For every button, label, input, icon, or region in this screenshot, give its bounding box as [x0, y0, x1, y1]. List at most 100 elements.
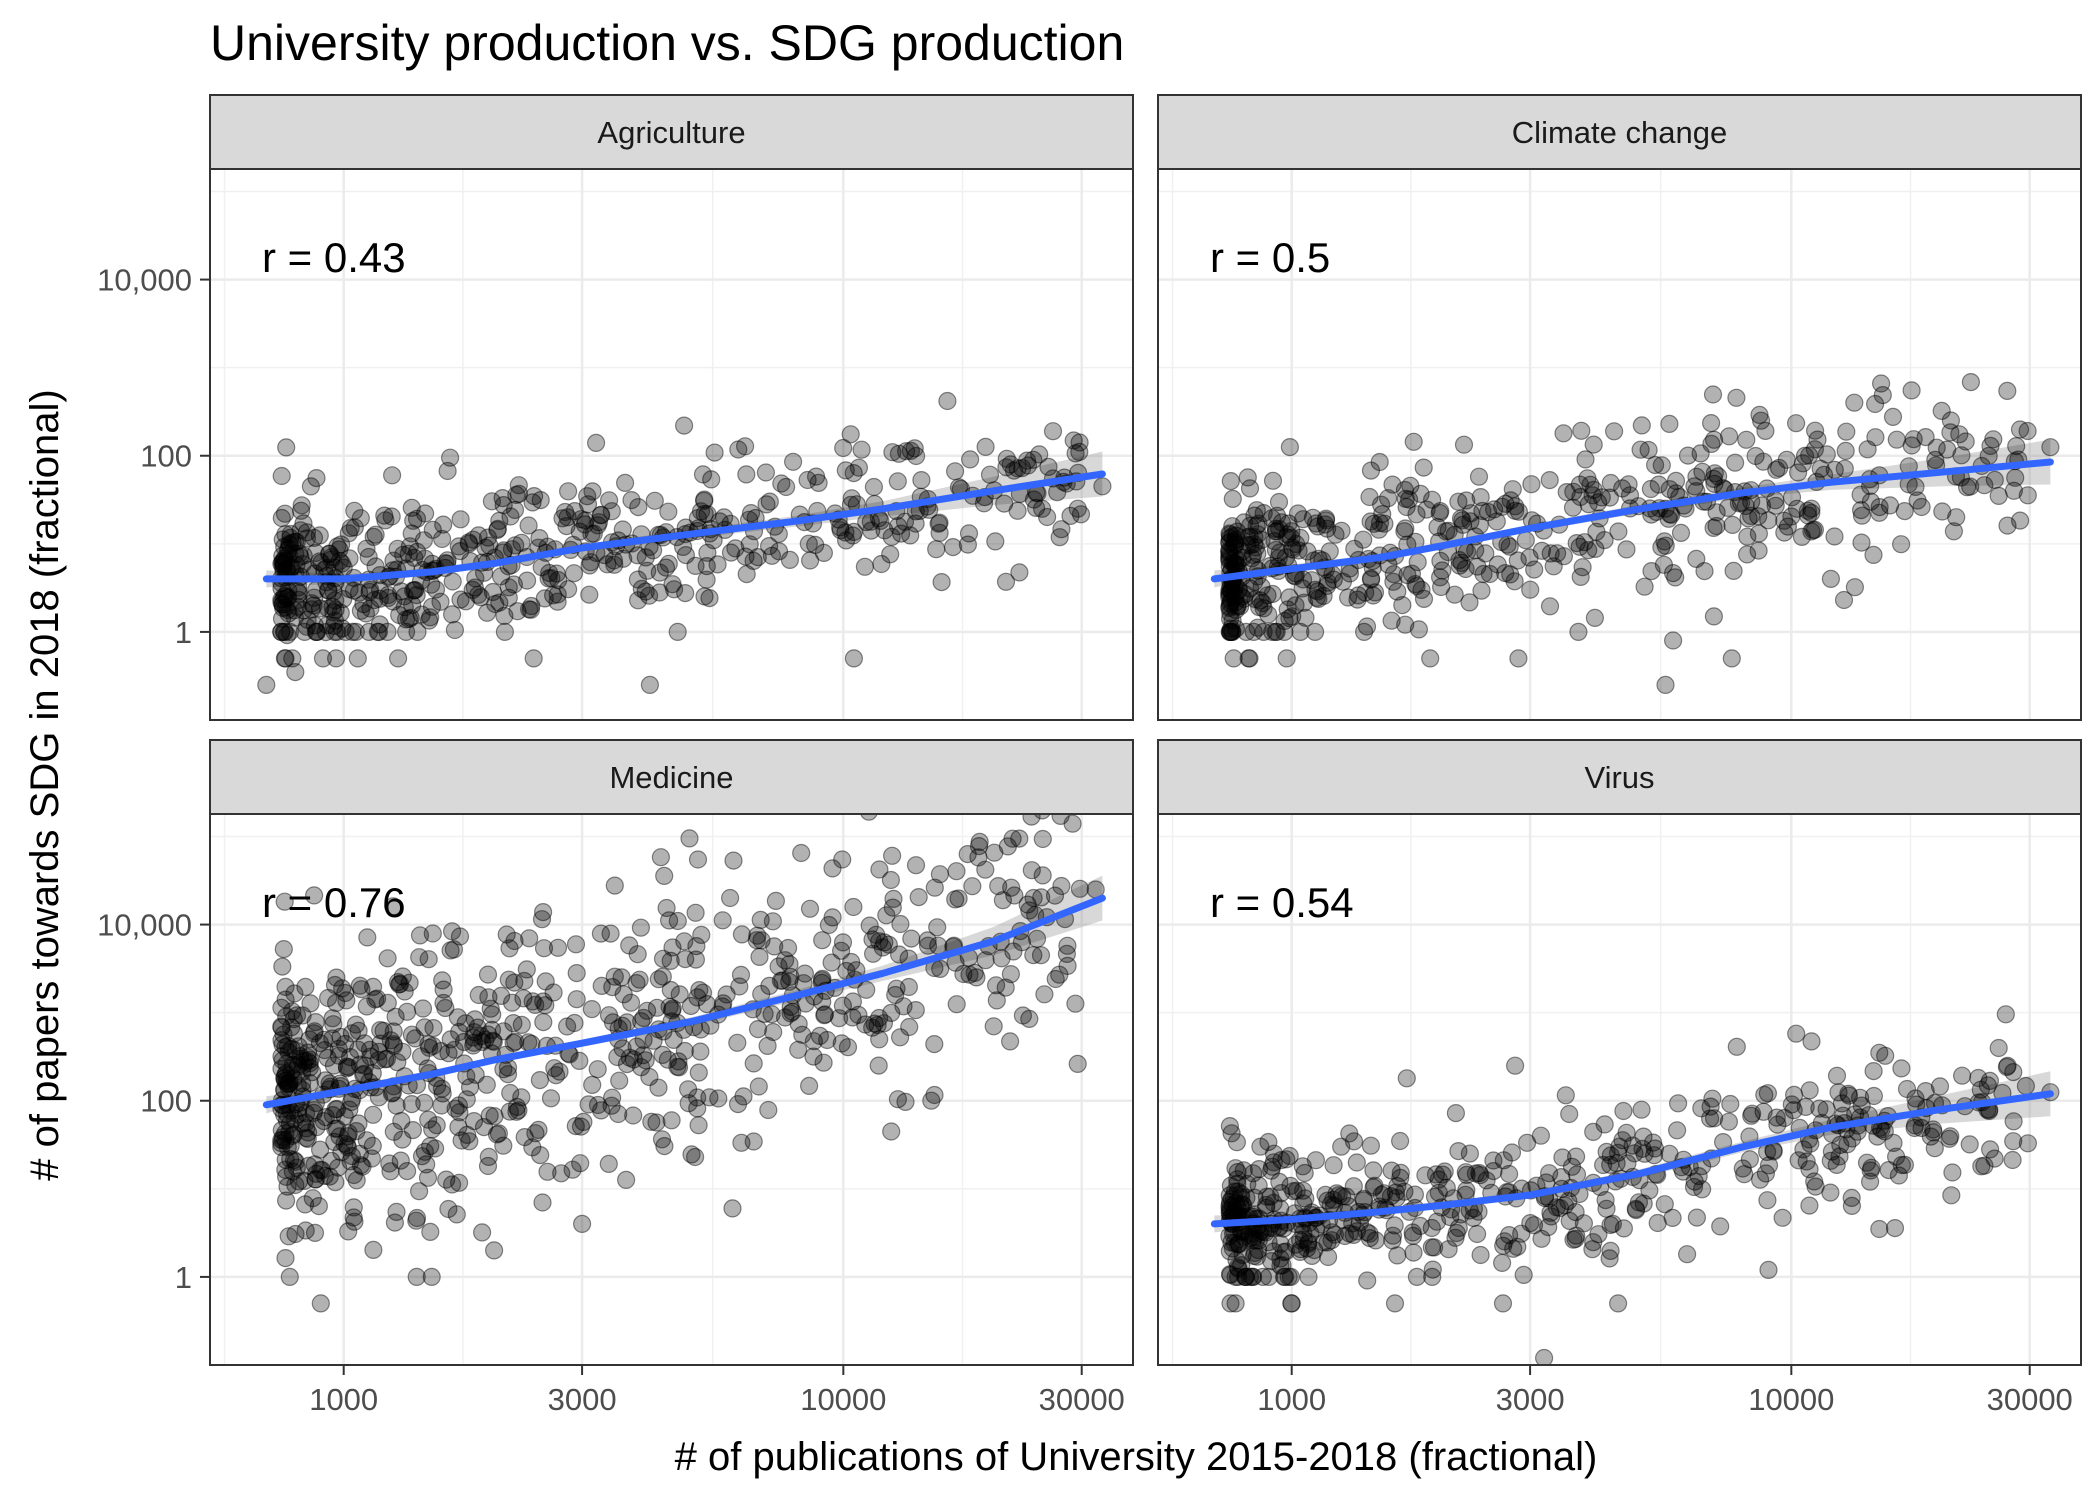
scatter-point — [505, 931, 524, 951]
scatter-point — [1017, 451, 1037, 470]
scatter-point — [1220, 588, 1239, 607]
scatter-point — [1264, 1242, 1283, 1261]
scatter-point — [645, 491, 664, 510]
scatter-point — [328, 537, 347, 556]
scatter-point — [1641, 479, 1661, 499]
scatter-point — [1923, 1120, 1943, 1139]
scatter-point — [273, 1035, 292, 1054]
scatter-point — [359, 547, 378, 567]
scatter-point — [670, 985, 689, 1004]
scatter-point — [874, 1014, 894, 1033]
scatter-point — [1782, 488, 1802, 507]
scatter-point — [1337, 1187, 1356, 1206]
scatter-point — [344, 1198, 363, 1217]
scatter-point — [833, 850, 852, 869]
scatter-point — [350, 583, 369, 602]
scatter-point — [306, 622, 325, 642]
scatter-point — [1318, 1191, 1337, 1210]
scatter-point — [1884, 1133, 1903, 1153]
scatter-point — [305, 1101, 324, 1120]
scatter-point — [1249, 1159, 1269, 1179]
scatter-point — [663, 938, 682, 957]
scatter-point — [1226, 526, 1246, 545]
scatter-point — [326, 1119, 345, 1138]
scatter-point — [1324, 1156, 1343, 1175]
scatter-point — [1264, 1193, 1283, 1213]
scatter-point — [1736, 496, 1755, 516]
panel-plot-area — [1210, 373, 2060, 695]
scatter-point — [326, 1100, 345, 1119]
panel-plot-area — [1210, 1005, 2060, 1365]
scatter-point — [653, 1045, 672, 1065]
scatter-point — [538, 1162, 557, 1181]
scatter-point — [1306, 1151, 1326, 1170]
scatter-point — [949, 889, 968, 908]
scatter-point — [476, 538, 495, 557]
scatter-point — [397, 610, 416, 629]
panel-border — [209, 168, 1134, 721]
scatter-point — [947, 862, 966, 881]
scatter-point — [283, 1055, 302, 1075]
scatter-point — [1282, 1294, 1301, 1313]
scatter-point — [1236, 1267, 1255, 1287]
scatter-point — [275, 549, 294, 568]
scatter-point — [1354, 1189, 1373, 1209]
facet-strip — [209, 739, 1134, 815]
scatter-point — [605, 876, 624, 895]
scatter-point — [2004, 1112, 2023, 1131]
scatter-point — [1579, 495, 1598, 514]
scatter-point — [1271, 1234, 1290, 1254]
scatter-point — [288, 1057, 308, 1076]
scatter-point — [1972, 1157, 1991, 1176]
scatter-point — [631, 1058, 651, 1077]
scatter-point — [522, 596, 541, 616]
scatter-point — [311, 1160, 330, 1180]
scatter-point — [1689, 1166, 1708, 1186]
scatter-point — [663, 999, 682, 1018]
scatter-point — [343, 622, 362, 642]
scatter-point — [1464, 1208, 1483, 1228]
scatter-point — [1383, 1226, 1403, 1245]
scatter-point — [1758, 1191, 1777, 1210]
scatter-point — [836, 461, 855, 480]
scatter-point — [1322, 1231, 1341, 1250]
scatter-point — [2041, 438, 2060, 457]
scatter-point — [976, 951, 995, 970]
scatter-point — [680, 829, 699, 848]
scatter-point — [1895, 1155, 1915, 1175]
scatter-point — [1266, 540, 1286, 560]
scatter-point — [888, 472, 907, 491]
scatter-point — [1220, 544, 1239, 563]
scatter-point — [416, 549, 435, 568]
scatter-point — [1267, 506, 1287, 525]
scatter-point — [1998, 516, 2017, 535]
scatter-point — [1026, 498, 1046, 517]
scatter-point — [1446, 1103, 1466, 1123]
scatter-point — [844, 897, 863, 917]
scatter-point — [783, 452, 803, 471]
scatter-point — [388, 972, 408, 992]
scatter-point — [1564, 1230, 1583, 1249]
scatter-point — [341, 518, 360, 538]
scatter-point — [280, 1122, 299, 1142]
scatter-point — [1940, 1129, 1959, 1148]
scatter-point — [630, 970, 649, 989]
scatter-point — [478, 965, 498, 984]
scatter-point — [1727, 1037, 1746, 1056]
scatter-point — [1010, 829, 1029, 848]
scatter-point — [1589, 1225, 1608, 1244]
scatter-point — [342, 1146, 361, 1166]
scatter-point — [275, 586, 294, 606]
scatter-point — [567, 963, 586, 983]
scatter-point — [1407, 1267, 1427, 1287]
scatter-point — [1317, 519, 1337, 538]
scatter-point — [1244, 622, 1263, 642]
scatter-point — [1315, 515, 1335, 534]
scatter-point — [322, 547, 341, 567]
scatter-point — [338, 1138, 357, 1157]
scatter-point — [526, 995, 545, 1015]
scatter-point — [390, 975, 409, 994]
scatter-point — [833, 996, 853, 1015]
scatter-point — [1570, 475, 1590, 494]
scatter-point — [668, 911, 687, 931]
